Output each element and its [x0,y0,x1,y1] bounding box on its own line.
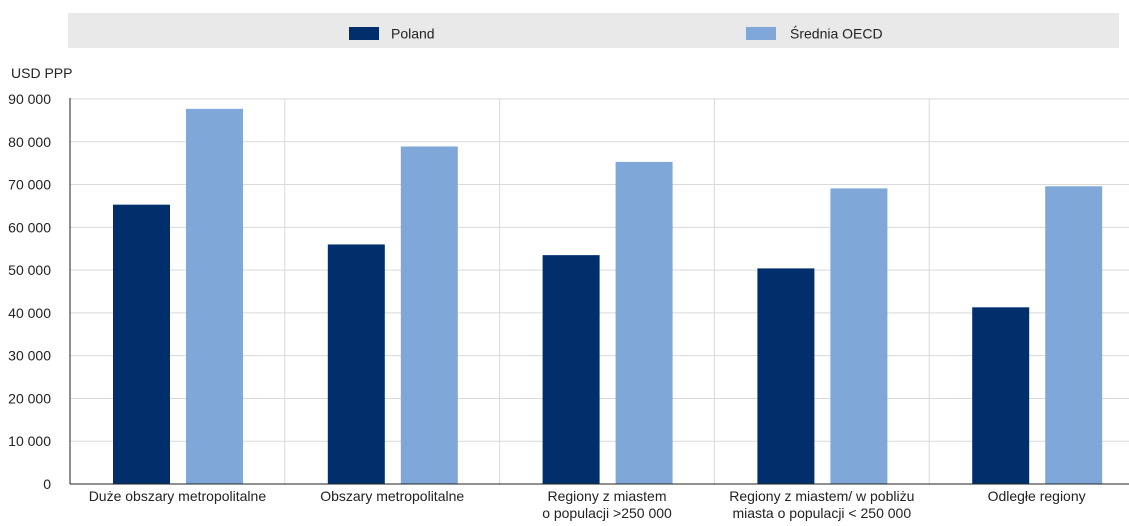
y-tick-label: 10 000 [8,433,51,449]
x-tick-label: o populacji >250 000 [542,505,672,521]
bar-oecd [400,146,458,484]
y-tick-label: 30 000 [8,348,51,364]
x-tick-label: Regiony z miastem/ w pobliżu [729,488,914,504]
legend-swatch [349,27,379,40]
legend-label: Poland [391,26,435,42]
bar-poland [113,204,170,484]
bar-poland [757,268,815,484]
bar-poland [972,307,1030,484]
bar-oecd [830,188,888,484]
y-tick-label: 90 000 [8,91,51,107]
bar-oecd [1045,186,1103,484]
gridlines [70,98,1129,484]
legend-swatch [746,27,776,40]
bar-poland [327,244,385,484]
axes: 0 10 000 20 000 30 000 40 000 50 000 60 000 70 … [8,91,1129,521]
legend-box [68,13,1119,48]
x-tick-label: Regiony z miastem [547,488,666,504]
legend: Poland Średnia OECD [349,25,883,42]
x-tick-label: Duże obszary metropolitalne [89,488,267,504]
bar-oecd [186,108,243,484]
y-tick-label: 70 000 [8,177,51,193]
y-tick-label: 20 000 [8,390,51,406]
y-axis-label: USD PPP [11,65,72,81]
y-tick-label: 50 000 [8,262,51,278]
bar-oecd [615,161,673,484]
bar-poland [542,255,600,484]
y-tick-label: 80 000 [8,134,51,150]
y-tick-label: 60 000 [8,219,51,235]
x-tick-label: Odległe regiony [988,488,1086,504]
bars [113,108,1103,484]
y-tick-label: 40 000 [8,305,51,321]
legend-label: Średnia OECD [790,25,883,42]
x-tick-label: Obszary metropolitalne [320,488,464,504]
x-tick-label: miasta o populacji < 250 000 [732,505,911,521]
y-tick-label: 0 [43,476,51,492]
